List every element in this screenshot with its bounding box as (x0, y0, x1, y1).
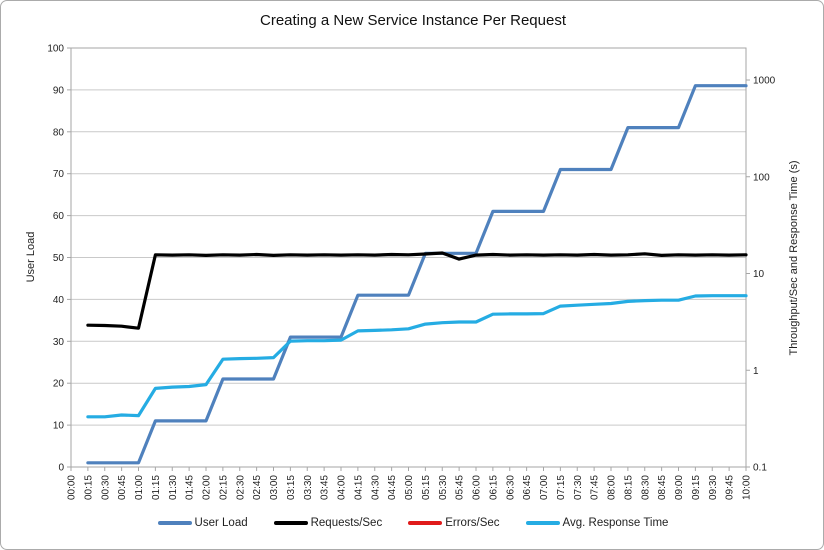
legend-item-user-load: User Load (157, 517, 248, 529)
x-tick-label: 08:00 (607, 475, 618, 500)
legend-item-requests-sec: Requests/Sec (273, 517, 383, 529)
x-tick-label: 00:00 (67, 475, 78, 500)
x-tick-label: 09:45 (725, 475, 736, 500)
series-user-load (86, 84, 748, 465)
x-tick-label: 07:30 (573, 475, 584, 500)
y-right-tick-label: 10 (753, 269, 765, 280)
x-tick-label: 03:15 (286, 475, 297, 500)
x-tick-label: 03:45 (320, 475, 331, 500)
x-tick-label: 05:00 (404, 475, 415, 500)
chart-title: Creating a New Service Instance Per Requ… (260, 12, 566, 29)
x-tick-label: 04:30 (370, 475, 381, 500)
x-tick-label: 00:15 (83, 475, 94, 500)
y-left-tick-label: 90 (53, 85, 65, 96)
x-tick-label: 00:30 (100, 475, 111, 500)
x-tick-label: 04:00 (337, 475, 348, 500)
x-tick-label: 07:15 (556, 475, 567, 500)
x-tick-label: 06:30 (505, 475, 516, 500)
y-right-tick-label: 1 (753, 366, 759, 377)
legend-item-errors-sec: Errors/Sec (408, 517, 500, 529)
y-left-tick-label: 0 (58, 463, 64, 474)
y-left-tick-label: 80 (53, 127, 65, 138)
x-tick-label: 02:45 (252, 475, 263, 500)
legend-marker-avg-response-time (525, 521, 560, 525)
x-tick-label: 02:00 (202, 475, 213, 500)
x-tick-label: 06:00 (472, 475, 483, 500)
x-tick-label: 07:00 (539, 475, 550, 500)
x-tick-label: 02:15 (218, 475, 229, 500)
y-left-tick-label: 20 (53, 379, 65, 390)
series-avg-response-time (86, 294, 748, 419)
legend: User Load Requests/Sec Errors/Sec Avg. Resp… (1, 517, 823, 529)
x-tick-label: 02:30 (235, 475, 246, 500)
y-left-tick-label: 100 (47, 44, 64, 55)
x-tick-label: 06:45 (522, 475, 533, 500)
x-tick-label: 06:15 (488, 475, 499, 500)
x-tick-label: 08:30 (640, 475, 651, 500)
legend-item-avg-response-time: Avg. Response Time (525, 517, 669, 529)
y-left-tick-label: 30 (53, 337, 65, 348)
y-left-tick-label: 60 (53, 211, 65, 222)
x-tick-label: 10:00 (742, 475, 753, 500)
x-tick-label: 05:30 (438, 475, 449, 500)
x-tick-label: 04:15 (353, 475, 364, 500)
x-tick-label: 09:00 (674, 475, 685, 500)
x-tick-label: 05:45 (455, 475, 466, 500)
x-tick-label: 04:45 (387, 475, 398, 500)
x-tick-label: 01:30 (168, 475, 179, 500)
x-tick-label: 07:45 (590, 475, 601, 500)
y-right-tick-label: 100 (753, 172, 770, 183)
x-tick-label: 05:15 (421, 475, 432, 500)
y-right-tick-label: 0.1 (753, 463, 767, 474)
y-left-tick-label: 50 (53, 253, 65, 264)
legend-label-errors-sec: Errors/Sec (445, 517, 500, 529)
legend-label-user-load: User Load (194, 517, 248, 529)
x-tick-label: 08:15 (623, 475, 634, 500)
x-tick-label: 03:30 (303, 475, 314, 500)
x-tick-label: 01:00 (134, 475, 145, 500)
x-tick-label: 08:45 (657, 475, 668, 500)
x-tick-label: 00:45 (117, 475, 128, 500)
x-tick-label: 01:45 (185, 475, 196, 500)
x-tick-label: 09:15 (691, 475, 702, 500)
x-tick-label: 01:15 (151, 475, 162, 500)
y-left-tick-label: 40 (53, 295, 65, 306)
y-left-tick-label: 10 (53, 421, 65, 432)
legend-label-avg-response-time: Avg. Response Time (562, 517, 669, 529)
legend-marker-requests-sec (273, 521, 308, 525)
y-left-tick-label: 70 (53, 169, 65, 180)
legend-marker-errors-sec (408, 521, 443, 525)
legend-label-requests-sec: Requests/Sec (310, 517, 383, 529)
legend-marker-user-load (157, 521, 192, 525)
y-right-tick-label: 1000 (753, 76, 776, 87)
series-requests-sec (86, 251, 748, 330)
x-tick-label: 03:00 (269, 475, 280, 500)
x-tick-label: 09:30 (708, 475, 719, 500)
